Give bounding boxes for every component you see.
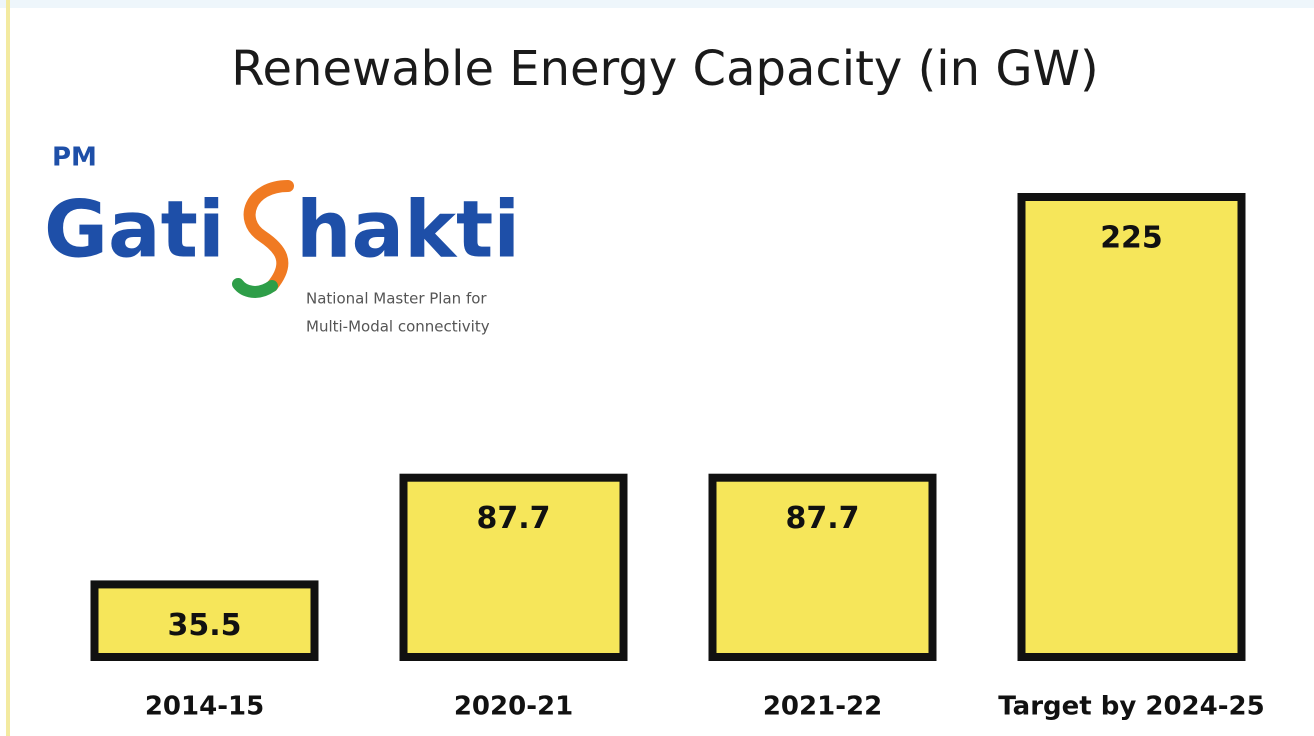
bar xyxy=(90,580,319,662)
logo-s-bottom xyxy=(232,278,278,298)
x-tick-label: Target by 2024-25 xyxy=(998,692,1264,722)
bar xyxy=(708,473,937,661)
logo-tagline: National Master Plan for xyxy=(306,290,487,308)
logo-prefix: PM xyxy=(52,143,97,173)
logo-word: hakti xyxy=(296,185,520,275)
bar xyxy=(399,473,628,661)
logo-word: Gati xyxy=(44,185,225,275)
x-tick-label: 2021-22 xyxy=(763,692,882,722)
top-strip xyxy=(0,0,1314,8)
chart-title: Renewable Energy Capacity (in GW) xyxy=(231,41,1098,97)
logo-tagline: Multi-Modal connectivity xyxy=(306,318,490,336)
value-label: 225 xyxy=(1100,221,1163,256)
value-label: 35.5 xyxy=(167,608,241,643)
value-label: 87.7 xyxy=(476,501,550,536)
logo-s-top xyxy=(243,180,294,292)
value-label: 87.7 xyxy=(785,501,859,536)
x-tick-label: 2020-21 xyxy=(454,692,573,722)
x-tick-label: 2014-15 xyxy=(145,692,264,722)
left-edge xyxy=(6,0,10,736)
logo: PM Gati hakti National Master Plan for M… xyxy=(44,143,520,336)
bar xyxy=(1017,193,1246,661)
